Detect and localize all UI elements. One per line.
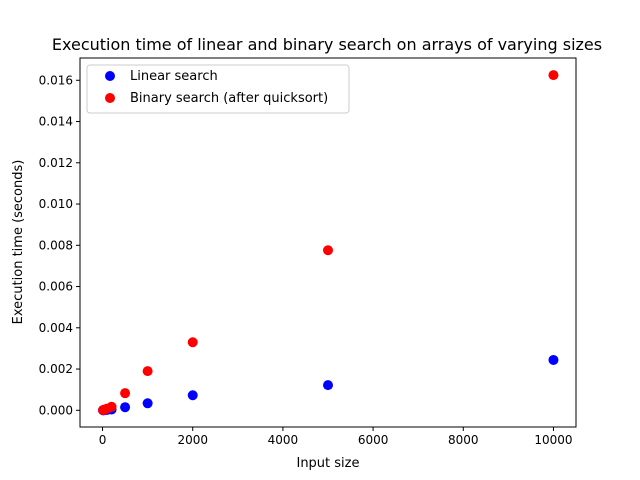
legend-marker-linear-search <box>105 71 115 81</box>
data-point-binary-search-after-quicksort <box>548 70 559 81</box>
legend-label-linear-search: Linear search <box>130 69 218 84</box>
y-tick-label: 0.016 <box>39 73 73 87</box>
data-point-binary-search-after-quicksort <box>323 245 333 256</box>
y-tick-label: 0.010 <box>39 197 73 211</box>
points-layer <box>97 70 559 416</box>
ticks-layer: 0 2000 4000 6000 8000 10000 0.000 0.002 0.004 0.0… <box>39 73 573 447</box>
chart-title: Execution time of linear and binary sear… <box>52 35 602 54</box>
data-point-binary-search-after-quicksort <box>187 337 198 348</box>
y-tick-label: 0.008 <box>39 238 73 252</box>
data-point-binary-search-after-quicksort <box>142 366 153 377</box>
legend: Linear search Binary search (after quick… <box>86 64 350 114</box>
data-point-linear-search <box>548 354 559 365</box>
data-point-linear-search <box>323 380 333 391</box>
legend-box <box>86 64 350 114</box>
y-tick-label: 0.012 <box>39 156 73 170</box>
x-tick-label: 2000 <box>177 433 208 447</box>
data-point-binary-search-after-quicksort <box>120 388 131 399</box>
x-tick-label: 10000 <box>534 433 572 447</box>
y-tick-label: 0.014 <box>39 115 73 129</box>
y-tick-label: 0.006 <box>39 280 73 294</box>
data-point-linear-search <box>187 390 198 401</box>
x-tick-label: 6000 <box>358 433 389 447</box>
x-axis-label: Input size <box>296 456 359 471</box>
x-tick-label: 4000 <box>268 433 299 447</box>
y-axis-label: Execution time (seconds) <box>11 160 26 325</box>
data-point-linear-search <box>142 398 153 409</box>
x-tick-label: 8000 <box>448 433 479 447</box>
y-tick-label: 0.000 <box>39 403 73 417</box>
y-tick-label: 0.002 <box>39 362 73 376</box>
plot-frame <box>79 57 577 428</box>
data-point-binary-search-after-quicksort <box>106 401 117 412</box>
data-point-linear-search <box>120 402 131 413</box>
legend-label-binary-search: Binary search (after quicksort) <box>130 91 328 106</box>
legend-marker-binary-search <box>105 93 115 103</box>
x-tick-label: 0 <box>99 433 107 447</box>
y-tick-label: 0.004 <box>39 321 73 335</box>
